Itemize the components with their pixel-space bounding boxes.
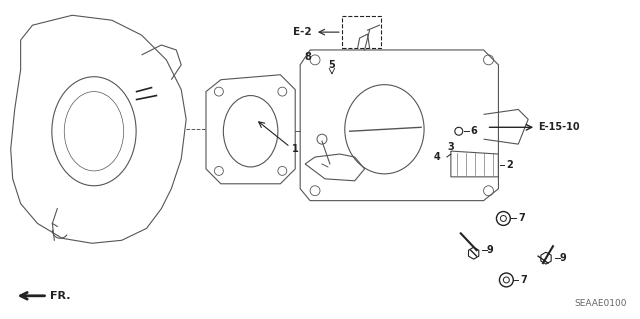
Text: FR.: FR.	[51, 291, 71, 301]
Text: 8: 8	[305, 52, 312, 62]
Text: 2: 2	[506, 160, 513, 170]
Text: SEAAE0100: SEAAE0100	[575, 299, 627, 308]
Text: 9: 9	[486, 245, 493, 255]
Text: 7: 7	[520, 275, 527, 285]
Text: 1: 1	[292, 144, 299, 154]
Text: 4: 4	[433, 152, 440, 162]
Text: E-15-10: E-15-10	[538, 122, 580, 132]
Text: 7: 7	[518, 213, 525, 224]
Text: E-2: E-2	[294, 27, 312, 37]
Text: 5: 5	[328, 60, 335, 70]
Text: 3: 3	[447, 142, 454, 152]
Text: 6: 6	[470, 126, 477, 136]
Text: 9: 9	[560, 253, 566, 263]
